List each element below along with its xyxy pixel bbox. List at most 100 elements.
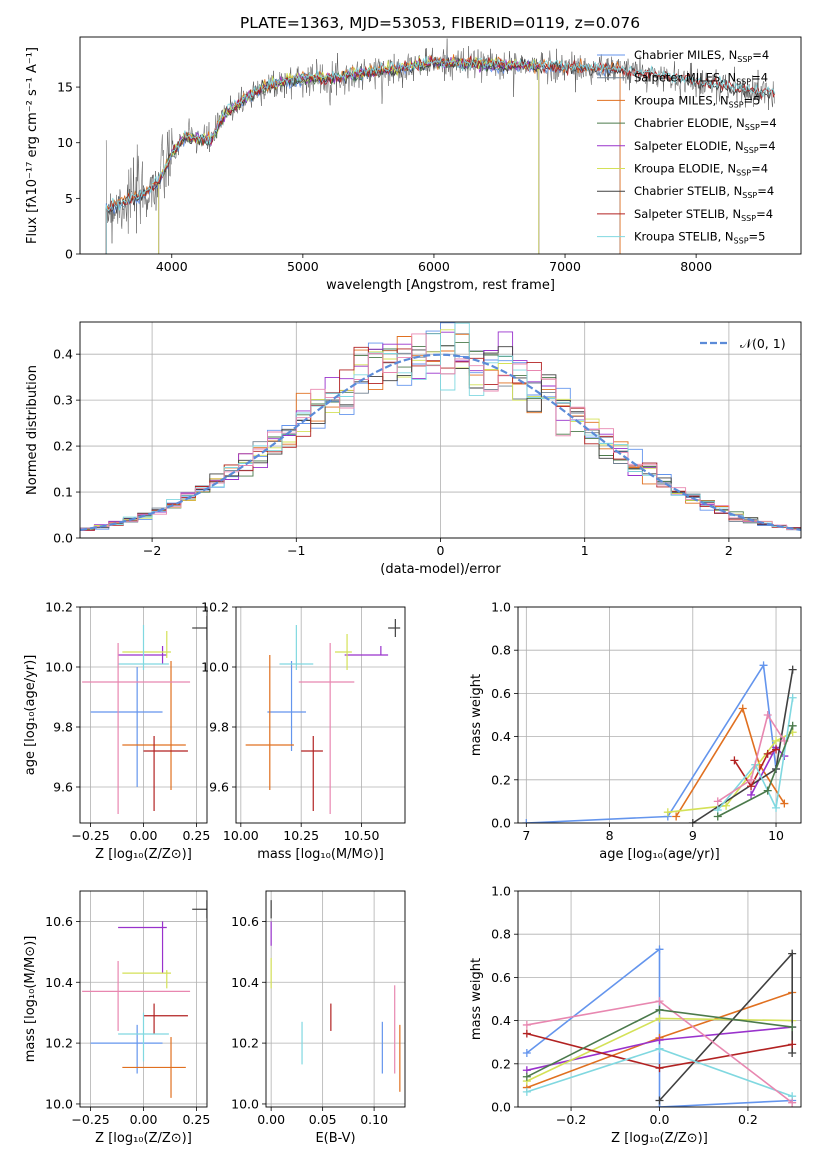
y-tick-label: 9.8	[209, 720, 229, 735]
y-axis-label: mass weight	[469, 674, 484, 756]
y-tick-label: 0.0	[491, 816, 511, 831]
weight-marker	[713, 812, 722, 821]
y-tick-label: 10.2	[45, 600, 73, 615]
weight-marker	[738, 704, 747, 713]
weight-line	[526, 662, 777, 823]
weight-marker	[788, 693, 797, 702]
x-tick-label: 0.25	[182, 1112, 210, 1127]
x-tick-label: 9	[689, 828, 697, 843]
y-tick-label: 9.8	[53, 720, 73, 735]
age_vs_Z-axes: −0.25 0.00 0.25 9.6 9.8 10.0 10.2 Z [log₁₀(Z/Z⊙…	[23, 600, 210, 863]
legend-label: Kroupa STELIB, NSSP=5	[634, 230, 765, 246]
x-tick-label: 6000	[418, 259, 450, 274]
x-tick-label: 8	[606, 828, 614, 843]
x-tick-label: 0.00	[257, 1112, 285, 1127]
x-tick-label: 2	[725, 543, 733, 558]
x-tick-label: 5000	[287, 259, 319, 274]
age_vs_Z-points	[82, 616, 207, 814]
weight-marker	[655, 1005, 664, 1014]
axes-frame	[79, 36, 802, 255]
weight-marker	[788, 949, 797, 958]
axes-frame	[235, 606, 406, 824]
legend-label: Kroupa ELODIE, NSSP=4	[634, 162, 768, 178]
mass_vs_ebv-axes: 0.00 0.05 0.10 10.0 10.2 10.4 10.6 E(B-V)	[231, 891, 405, 1146]
legend-label: Salpeter ELODIE, NSSP=4	[634, 139, 776, 155]
legend-label: Salpeter STELIB, NSSP=4	[634, 207, 773, 223]
weight-marker	[522, 1029, 531, 1038]
y-tick-label: 0.4	[491, 729, 511, 744]
weight-marker	[730, 756, 739, 765]
weight-marker	[655, 997, 664, 1006]
legend-label: Chabrier MILES, NSSP=4	[634, 48, 769, 64]
y-tick-label: 0.6	[491, 970, 511, 985]
errorbar-point	[143, 736, 188, 811]
legend-label: Salpeter MILES, NSSP=4	[634, 71, 768, 87]
axes-frame	[79, 606, 208, 824]
errorbar-point	[279, 625, 314, 670]
weight-marker	[522, 1049, 531, 1057]
weight-line	[667, 731, 794, 813]
y-tick-label: 0.2	[491, 772, 511, 787]
weight-marker	[788, 1049, 797, 1057]
histograms	[80, 322, 801, 531]
y-axis-label: mass weight	[469, 958, 484, 1040]
histogram-step	[80, 322, 801, 531]
y-tick-label: 1.0	[491, 600, 511, 615]
x-axis-label: age [log₁₀(age/yr)]	[599, 847, 720, 862]
weight-marker	[688, 819, 697, 823]
x-tick-label: 10	[768, 828, 784, 843]
y-tick-label: 0.6	[491, 686, 511, 701]
weight-marker	[713, 797, 722, 806]
x-tick-label: 0.00	[130, 828, 158, 843]
mass_vs_ebv-points	[270, 900, 401, 1092]
weight-marker	[759, 661, 768, 670]
weight-marker	[747, 790, 756, 799]
errorbar-point	[122, 631, 172, 658]
weight-marker	[522, 1087, 531, 1096]
model-spectrum	[105, 55, 776, 254]
y-tick-label: 10.2	[45, 1036, 73, 1051]
weight-marker	[722, 801, 731, 810]
errorbar-point	[122, 1037, 186, 1098]
errorbar-point	[90, 1024, 163, 1074]
x-axis-label: E(B-V)	[315, 1131, 355, 1146]
y-tick-label: 10.4	[45, 975, 73, 990]
model-spectrum	[105, 54, 621, 254]
spectrum-lines	[105, 38, 776, 254]
y-tick-label: 1.0	[491, 884, 511, 899]
errorbar-point	[267, 661, 307, 751]
weight-marker	[780, 799, 789, 808]
spectrum-axes: 4000 5000 6000 7000 8000 0 5 10 15 wavelength [An…	[25, 47, 712, 293]
axes-frame	[517, 890, 802, 1108]
x-axis-label: Z [log₁₀(Z/Z⊙)]	[611, 1131, 708, 1146]
errorbar-point	[143, 1003, 188, 1034]
weight-marker	[788, 1023, 797, 1032]
x-tick-label: 0	[437, 543, 445, 558]
errorbar-point	[82, 960, 191, 1031]
x-tick-label: 1	[581, 543, 589, 558]
page-title: PLATE=1363, MJD=53053, FIBERID=0119, z=0…	[240, 14, 640, 32]
y-tick-label: 0.2	[491, 1056, 511, 1071]
weight-marker	[772, 736, 781, 745]
x-tick-label: 4000	[156, 259, 188, 274]
y-tick-label: 0.8	[491, 643, 511, 658]
y-tick-label: 10	[57, 135, 73, 150]
model-spectrum	[105, 56, 775, 254]
x-tick-label: 8000	[680, 259, 712, 274]
weight-line	[658, 951, 793, 1102]
weight-marker	[788, 1098, 797, 1107]
x-tick-label: 7	[522, 828, 530, 843]
model-spectrum	[105, 57, 621, 254]
x-tick-label: 0.10	[360, 1112, 388, 1127]
mass_vs_Z-points	[82, 900, 207, 1098]
y-tick-label: 10.0	[45, 660, 73, 675]
errorbar-point	[122, 970, 172, 989]
x-tick-label: −0.25	[71, 828, 109, 843]
weight-marker	[763, 786, 772, 795]
y-tick-label: 0.4	[53, 347, 73, 362]
weight-marker	[788, 1040, 797, 1049]
errorbar-point	[118, 921, 167, 974]
weight-line	[733, 748, 777, 788]
